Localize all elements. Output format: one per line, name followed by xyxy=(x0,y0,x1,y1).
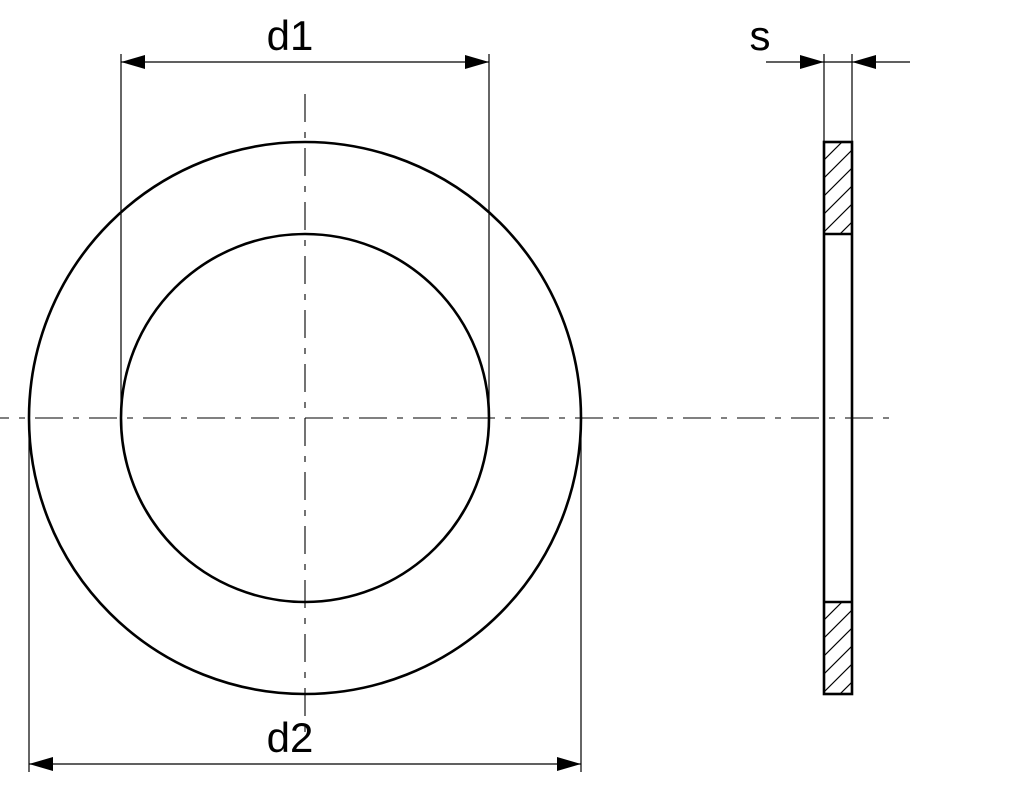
hatch-region xyxy=(824,574,852,746)
hatch-region xyxy=(824,114,852,286)
d1-label: d1 xyxy=(267,12,314,59)
d2-label: d2 xyxy=(267,714,314,761)
side-view xyxy=(824,114,852,746)
s-label: s xyxy=(750,12,771,59)
technical-drawing: d1 d2 s xyxy=(0,0,1024,800)
